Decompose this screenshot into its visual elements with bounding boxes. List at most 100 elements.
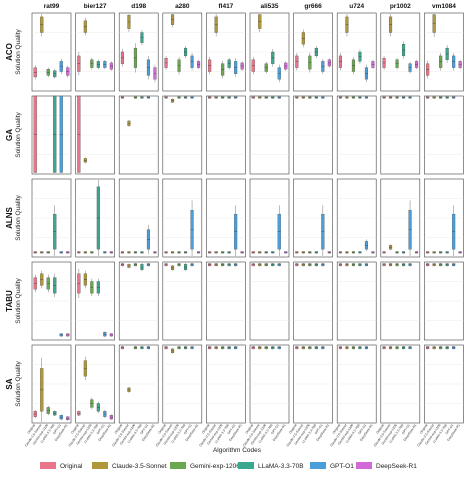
panel [249, 95, 290, 175]
panel [118, 95, 159, 175]
legend-item: Gemini-exp-1206 [170, 462, 240, 470]
panel [380, 261, 421, 341]
panel [206, 12, 246, 92]
instance-title: bier127 [84, 3, 107, 10]
panel [249, 178, 290, 258]
x-tick-label: GPT-O1 [444, 423, 454, 435]
metaheuristic-title: ALNS Solution Quality [5, 194, 22, 240]
x-tick-label: GPT-O1 [226, 423, 236, 435]
instance-title: vm1084 [432, 3, 456, 10]
x-tick-label: Original [244, 423, 254, 435]
instance-title: pr1002 [390, 3, 411, 10]
panel [249, 12, 290, 92]
panel [162, 261, 203, 341]
x-tick-label: GPT-O1 [270, 423, 280, 435]
row-label: GA [5, 129, 14, 141]
instance-title: d198 [131, 3, 146, 10]
legend-label: GPT-O1 [330, 463, 354, 470]
panel [75, 95, 115, 175]
x-tick-label: Original [70, 423, 80, 435]
panel [380, 344, 421, 424]
panel [75, 178, 115, 258]
panel [424, 12, 464, 92]
x-tick-label: Original [419, 423, 429, 435]
x-tick-label: Original [375, 423, 385, 435]
row-label: ALNS [5, 206, 14, 228]
legend-label: Claude-3.5-Sonnet [112, 463, 167, 470]
instance-title: rat99 [44, 3, 60, 10]
y-axis-label: Solution Quality [15, 111, 22, 157]
panel [380, 95, 421, 175]
panel [162, 95, 203, 175]
panel [293, 344, 333, 424]
metaheuristic-title: ACO Solution Quality [5, 28, 22, 74]
panel [380, 12, 421, 92]
x-tick-label: GPT-O1 [96, 423, 106, 435]
legend-label: DeepSeek-R1 [376, 463, 417, 470]
panel [162, 178, 203, 258]
panel [206, 178, 246, 258]
panel [249, 261, 290, 341]
panel [336, 261, 377, 341]
legend-swatch [356, 462, 372, 469]
legend-swatch [170, 462, 186, 469]
y-axis-label: Solution Quality [15, 28, 22, 74]
legend-item: DeepSeek-R1 [356, 462, 417, 470]
y-axis-label: Solution Quality [15, 277, 22, 323]
x-tick-label: Original [114, 423, 124, 435]
x-tick-label: GPT-O1 [183, 423, 193, 435]
x-axis-title: Algorithm Codes [213, 447, 262, 454]
row-label: ACO [5, 43, 14, 61]
x-tick-label: Original [26, 423, 36, 435]
panel [293, 95, 333, 175]
panel [162, 344, 203, 424]
legend-swatch [310, 462, 326, 469]
panel [118, 261, 159, 341]
y-axis-label: Solution Quality [15, 194, 22, 240]
panel [31, 344, 72, 424]
y-axis-label: Solution Quality [15, 360, 22, 406]
legend-item: Claude-3.5-Sonnet [92, 462, 167, 470]
legend-swatch [92, 462, 108, 469]
x-tick-label: Original [201, 423, 211, 435]
panel [31, 178, 72, 258]
row-label: TABU [5, 290, 14, 312]
legend-label: Gemini-exp-1206 [190, 463, 240, 470]
instance-title: a280 [175, 3, 190, 10]
x-tick-label: GPT-O1 [139, 423, 149, 435]
panel [206, 261, 246, 341]
panel [293, 12, 333, 92]
panel [75, 344, 115, 424]
row-label: SA [5, 378, 14, 389]
panel [118, 12, 159, 92]
x-tick-label: Original [332, 423, 342, 435]
panel [293, 178, 333, 258]
panel [118, 178, 159, 258]
legend-label: Original [60, 463, 83, 470]
x-tick-label: GPT-O1 [357, 423, 367, 435]
panel [424, 344, 464, 424]
panel [75, 261, 115, 341]
panel [75, 12, 115, 92]
legend: Original Claude-3.5-Sonnet Gemini-exp-1206… [40, 462, 417, 470]
panel [206, 95, 246, 175]
x-tick-label: Original [288, 423, 298, 435]
panel [336, 344, 377, 424]
panel [336, 12, 377, 92]
x-tick-label: GPT-O1 [52, 423, 62, 435]
legend-item: Original [40, 462, 83, 470]
panel-grid [31, 12, 464, 424]
panel [424, 95, 464, 175]
panel [206, 344, 246, 424]
x-tick-label: Original [157, 423, 167, 435]
legend-swatch [238, 462, 254, 469]
instance-title: gr666 [304, 3, 322, 10]
panel [249, 344, 290, 424]
panel [424, 178, 464, 258]
panel [118, 344, 159, 424]
metaheuristic-title: GA Solution Quality [5, 111, 22, 157]
panel [162, 12, 203, 92]
legend-label: LLaMA-3.3-70B [258, 463, 304, 470]
